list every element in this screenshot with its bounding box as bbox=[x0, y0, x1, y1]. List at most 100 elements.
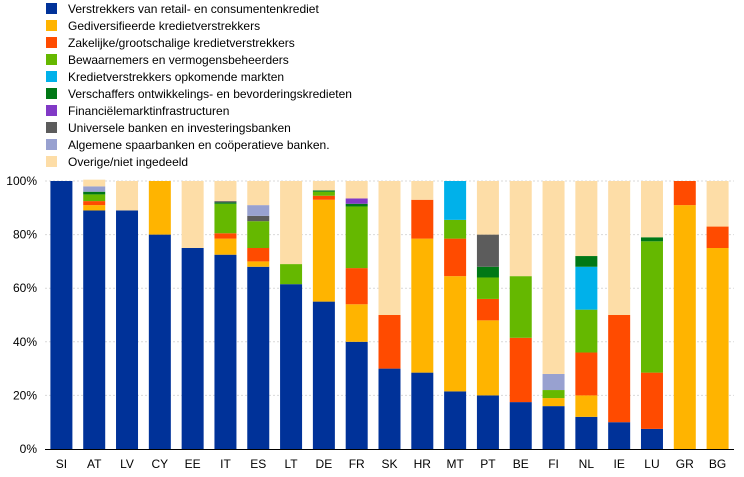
bar-segment bbox=[575, 309, 598, 353]
legend-label: Bewaarnemers en vermogensbeheerders bbox=[68, 52, 289, 67]
bar-segment bbox=[575, 395, 598, 417]
bar-segment bbox=[214, 254, 237, 449]
bar-segment bbox=[116, 181, 139, 211]
bar-segment bbox=[312, 181, 335, 191]
legend-label: Algemene spaarbanken en coöperatieve ban… bbox=[68, 137, 330, 152]
legend-item: Algemene spaarbanken en coöperatieve ban… bbox=[46, 136, 352, 153]
bar-segment bbox=[345, 304, 368, 342]
bar-segment bbox=[509, 181, 532, 277]
bar-segment bbox=[50, 181, 73, 449]
bar-segment bbox=[608, 181, 631, 315]
legend-swatch bbox=[46, 156, 57, 167]
bar-segment bbox=[673, 181, 696, 206]
x-tick-label: FI bbox=[548, 457, 559, 471]
bar-segment bbox=[411, 238, 434, 373]
bar-segment bbox=[575, 181, 598, 257]
bar-segment bbox=[575, 266, 598, 310]
bar-segment bbox=[181, 181, 204, 248]
bar-segment bbox=[476, 395, 499, 449]
legend-item: Overige/niet ingedeeld bbox=[46, 153, 352, 170]
bar-segment bbox=[312, 195, 335, 200]
bar-segment bbox=[640, 428, 663, 449]
bar-segment bbox=[148, 234, 171, 449]
legend-label: Verstrekkers van retail- en consumentenk… bbox=[68, 1, 319, 16]
bar-segment bbox=[280, 181, 303, 265]
x-tick-label: CY bbox=[151, 457, 168, 471]
bar-segment bbox=[444, 276, 467, 392]
legend-swatch bbox=[46, 122, 57, 133]
bar-segment bbox=[247, 248, 270, 262]
legend-label: Overige/niet ingedeeld bbox=[68, 154, 189, 169]
bar-segment bbox=[640, 237, 663, 242]
bar-segment bbox=[345, 268, 368, 305]
x-tick-label: DE bbox=[316, 457, 333, 471]
bar-segment bbox=[312, 199, 335, 302]
bar-segment bbox=[247, 205, 270, 216]
x-tick-label: LU bbox=[644, 457, 659, 471]
bar-segment bbox=[247, 181, 270, 206]
legend-swatch bbox=[46, 54, 57, 65]
bar-segment bbox=[247, 266, 270, 449]
y-tick-label: 100% bbox=[6, 174, 37, 188]
bar-segment bbox=[214, 233, 237, 239]
bar-segment bbox=[542, 181, 565, 374]
legend-item: Verstrekkers van retail- en consumentenk… bbox=[46, 0, 352, 17]
legend-label: Gediversifieerde kredietverstrekkers bbox=[68, 18, 261, 33]
bar-segment bbox=[214, 238, 237, 255]
chart-legend: Verstrekkers van retail- en consumentenk… bbox=[46, 0, 352, 170]
legend-swatch bbox=[46, 37, 57, 48]
bar-segment bbox=[214, 203, 237, 234]
bar-segment bbox=[345, 206, 368, 269]
bar-segment bbox=[345, 341, 368, 449]
bar-segment bbox=[575, 352, 598, 396]
bar-segment bbox=[345, 198, 368, 204]
bar-segment bbox=[673, 205, 696, 449]
x-tick-label: BG bbox=[709, 457, 726, 471]
bar-segment bbox=[411, 181, 434, 200]
legend-item: Universele banken en investeringsbanken bbox=[46, 119, 352, 136]
bar-segment bbox=[83, 201, 106, 206]
bar-segment bbox=[116, 210, 139, 449]
x-tick-label: NL bbox=[579, 457, 595, 471]
legend-item: Gediversifieerde kredietverstrekkers bbox=[46, 17, 352, 34]
bar-segment bbox=[608, 422, 631, 449]
bar-segment bbox=[575, 256, 598, 267]
bar-segment bbox=[247, 261, 270, 267]
legend-swatch bbox=[46, 3, 57, 14]
y-tick-label: 40% bbox=[13, 335, 37, 349]
bar-segment bbox=[148, 181, 171, 235]
legend-swatch bbox=[46, 20, 57, 31]
legend-label: Kredietverstrekkers opkomende markten bbox=[68, 69, 285, 84]
bar-segment bbox=[444, 219, 467, 239]
legend-item: Kredietverstrekkers opkomende markten bbox=[46, 68, 352, 85]
bar-segment bbox=[378, 181, 401, 315]
x-tick-label: ES bbox=[250, 457, 266, 471]
legend-swatch bbox=[46, 139, 57, 150]
bar-segment bbox=[640, 241, 663, 373]
bar-segment bbox=[247, 221, 270, 248]
x-tick-label: IE bbox=[613, 457, 624, 471]
legend-swatch bbox=[46, 88, 57, 99]
x-tick-label: IT bbox=[220, 457, 231, 471]
y-tick-label: 20% bbox=[13, 388, 37, 402]
legend-item: Financiëlemarktinfrastructuren bbox=[46, 102, 352, 119]
bar-segment bbox=[509, 402, 532, 449]
bar-segment bbox=[509, 337, 532, 403]
x-tick-label: FR bbox=[349, 457, 365, 471]
bar-segment bbox=[411, 199, 434, 239]
bar-segment bbox=[608, 315, 631, 423]
legend-label: Financiëlemarktinfrastructuren bbox=[68, 103, 230, 118]
legend-label: Universele banken en investeringsbanken bbox=[68, 120, 291, 135]
bar-segment bbox=[476, 181, 499, 235]
bar-segment bbox=[247, 215, 270, 222]
bar-segment bbox=[214, 181, 237, 202]
bar-segment bbox=[378, 368, 401, 449]
bar-segment bbox=[640, 372, 663, 429]
bar-segment bbox=[83, 194, 106, 202]
bar-segment bbox=[280, 264, 303, 285]
bar-segment bbox=[575, 416, 598, 449]
x-tick-label: GR bbox=[676, 457, 694, 471]
bar-segment bbox=[706, 226, 729, 248]
